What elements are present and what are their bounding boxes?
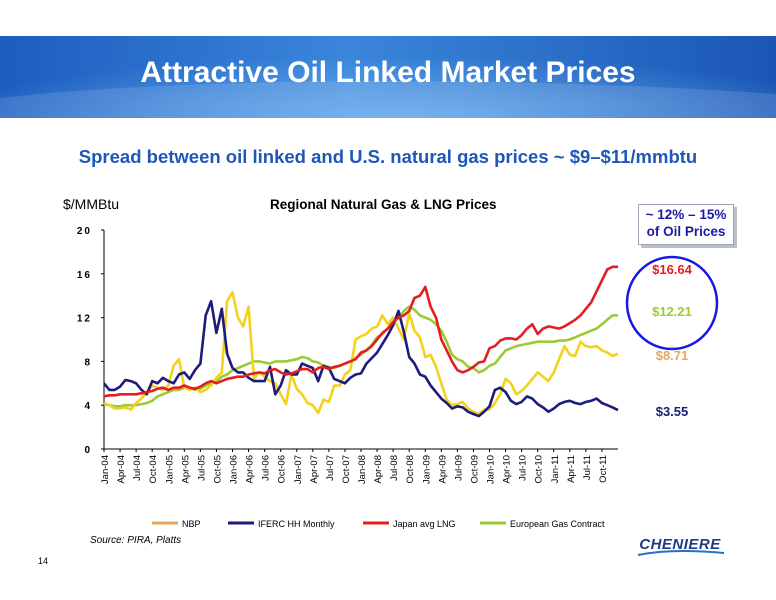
x-tick-label: Oct-05 [212, 455, 223, 484]
x-tick-label: Jan-08 [357, 455, 368, 484]
y-tick-label: 4 [84, 401, 92, 412]
y-axis-ticks: 0 4 8 12 16 20 [77, 226, 104, 456]
x-tick-label: Apr-10 [502, 455, 513, 484]
legend-label-nbp: NBP [182, 519, 201, 529]
end-label-nbp: $8.71 [656, 348, 689, 363]
x-tick-label: Jan-06 [229, 455, 240, 484]
series-lines [102, 265, 619, 418]
x-tick-label: Jul-05 [196, 455, 207, 481]
x-tick-label: Jul-06 [261, 455, 272, 481]
page-number: 14 [38, 556, 49, 566]
series-line-japan-avg-lng [103, 265, 618, 398]
y-tick-label: 12 [77, 314, 92, 325]
logo-swoosh-icon [637, 549, 725, 556]
x-tick-label: Jul-09 [453, 455, 464, 481]
callout-line-1: ~ 12% – 15% [645, 207, 727, 222]
highlight-circle [625, 255, 719, 351]
end-value-labels: $16.64 $12.21 $8.71 $3.55 [652, 262, 693, 419]
x-tick-label: Jan-05 [164, 455, 175, 484]
x-tick-label: Jul-04 [132, 455, 143, 481]
x-tick-label: Jul-08 [389, 455, 400, 481]
x-tick-label: Apr-04 [116, 455, 127, 484]
chart-title: Regional Natural Gas & LNG Prices [270, 197, 497, 212]
oil-price-callout: ~ 12% – 15% of Oil Prices [638, 204, 734, 245]
x-tick-label: Apr-11 [566, 455, 577, 483]
y-tick-label: 8 [84, 357, 92, 368]
x-tick-label: Jan-11 [550, 455, 561, 483]
x-tick-label: Jan-10 [486, 455, 497, 484]
y-axis-unit-label: $/MMBtu [63, 196, 120, 212]
x-tick-label: Apr-08 [373, 455, 384, 484]
end-label-japan-avg-lng: $16.64 [652, 262, 693, 277]
chart-legend: NBP IFERC HH Monthly Japan avg LNG European… [152, 519, 605, 529]
cheniere-logo: CHENIERE [632, 536, 728, 560]
logo-text: CHENIERE [639, 536, 721, 553]
x-tick-label: Apr-05 [180, 455, 191, 484]
series-line-european-gas-contract [103, 305, 619, 408]
title-banner: Attractive Oil Linked Market Prices [0, 36, 776, 118]
series-line-nbp [103, 291, 619, 416]
x-tick-label: Oct-09 [469, 455, 480, 484]
legend-label-european-gas-contract: European Gas Contract [510, 519, 605, 529]
banner-background [0, 36, 776, 118]
legend-label-iferc-hh-monthly: IFERC HH Monthly [258, 519, 335, 529]
x-tick-label: Jan-09 [421, 455, 432, 484]
x-tick-label: Jul-11 [582, 455, 593, 480]
source-note: Source: PIRA, Platts [90, 535, 182, 546]
callout-line-2: of Oil Prices [646, 224, 726, 239]
y-tick-label: 16 [77, 270, 92, 281]
chart-axes [103, 230, 618, 450]
y-tick-label: 20 [77, 226, 92, 237]
x-tick-label: Jan-04 [100, 455, 111, 484]
x-tick-label: Jan-07 [293, 455, 304, 484]
x-tick-label: Oct-10 [534, 455, 545, 484]
series-line-iferc-hh-monthly [102, 299, 619, 418]
slide-title: Attractive Oil Linked Market Prices [140, 56, 636, 89]
end-label-european-gas-contract: $12.21 [652, 304, 692, 319]
x-tick-label: Oct-06 [277, 455, 288, 484]
x-tick-label: Jul-07 [325, 455, 336, 481]
x-tick-label: Oct-11 [598, 455, 609, 483]
x-tick-label: Apr-07 [309, 455, 320, 484]
end-label-iferc-hh-monthly: $3.55 [656, 404, 689, 419]
x-axis-ticks: Jan-04 Apr-04 Jul-04 Oct-04 Jan-05 Apr-05 Jul-… [100, 449, 609, 484]
x-tick-label: Oct-04 [148, 455, 159, 484]
x-tick-label: Oct-08 [405, 455, 416, 484]
x-tick-label: Oct-07 [341, 455, 352, 484]
x-tick-label: Apr-09 [437, 455, 448, 484]
y-tick-label: 0 [84, 445, 92, 456]
x-tick-label: Jul-10 [518, 455, 529, 481]
slide-subtitle: Spread between oil linked and U.S. natur… [78, 146, 698, 167]
legend-label-japan-avg-lng: Japan avg LNG [393, 519, 456, 529]
x-tick-label: Apr-06 [245, 455, 256, 484]
